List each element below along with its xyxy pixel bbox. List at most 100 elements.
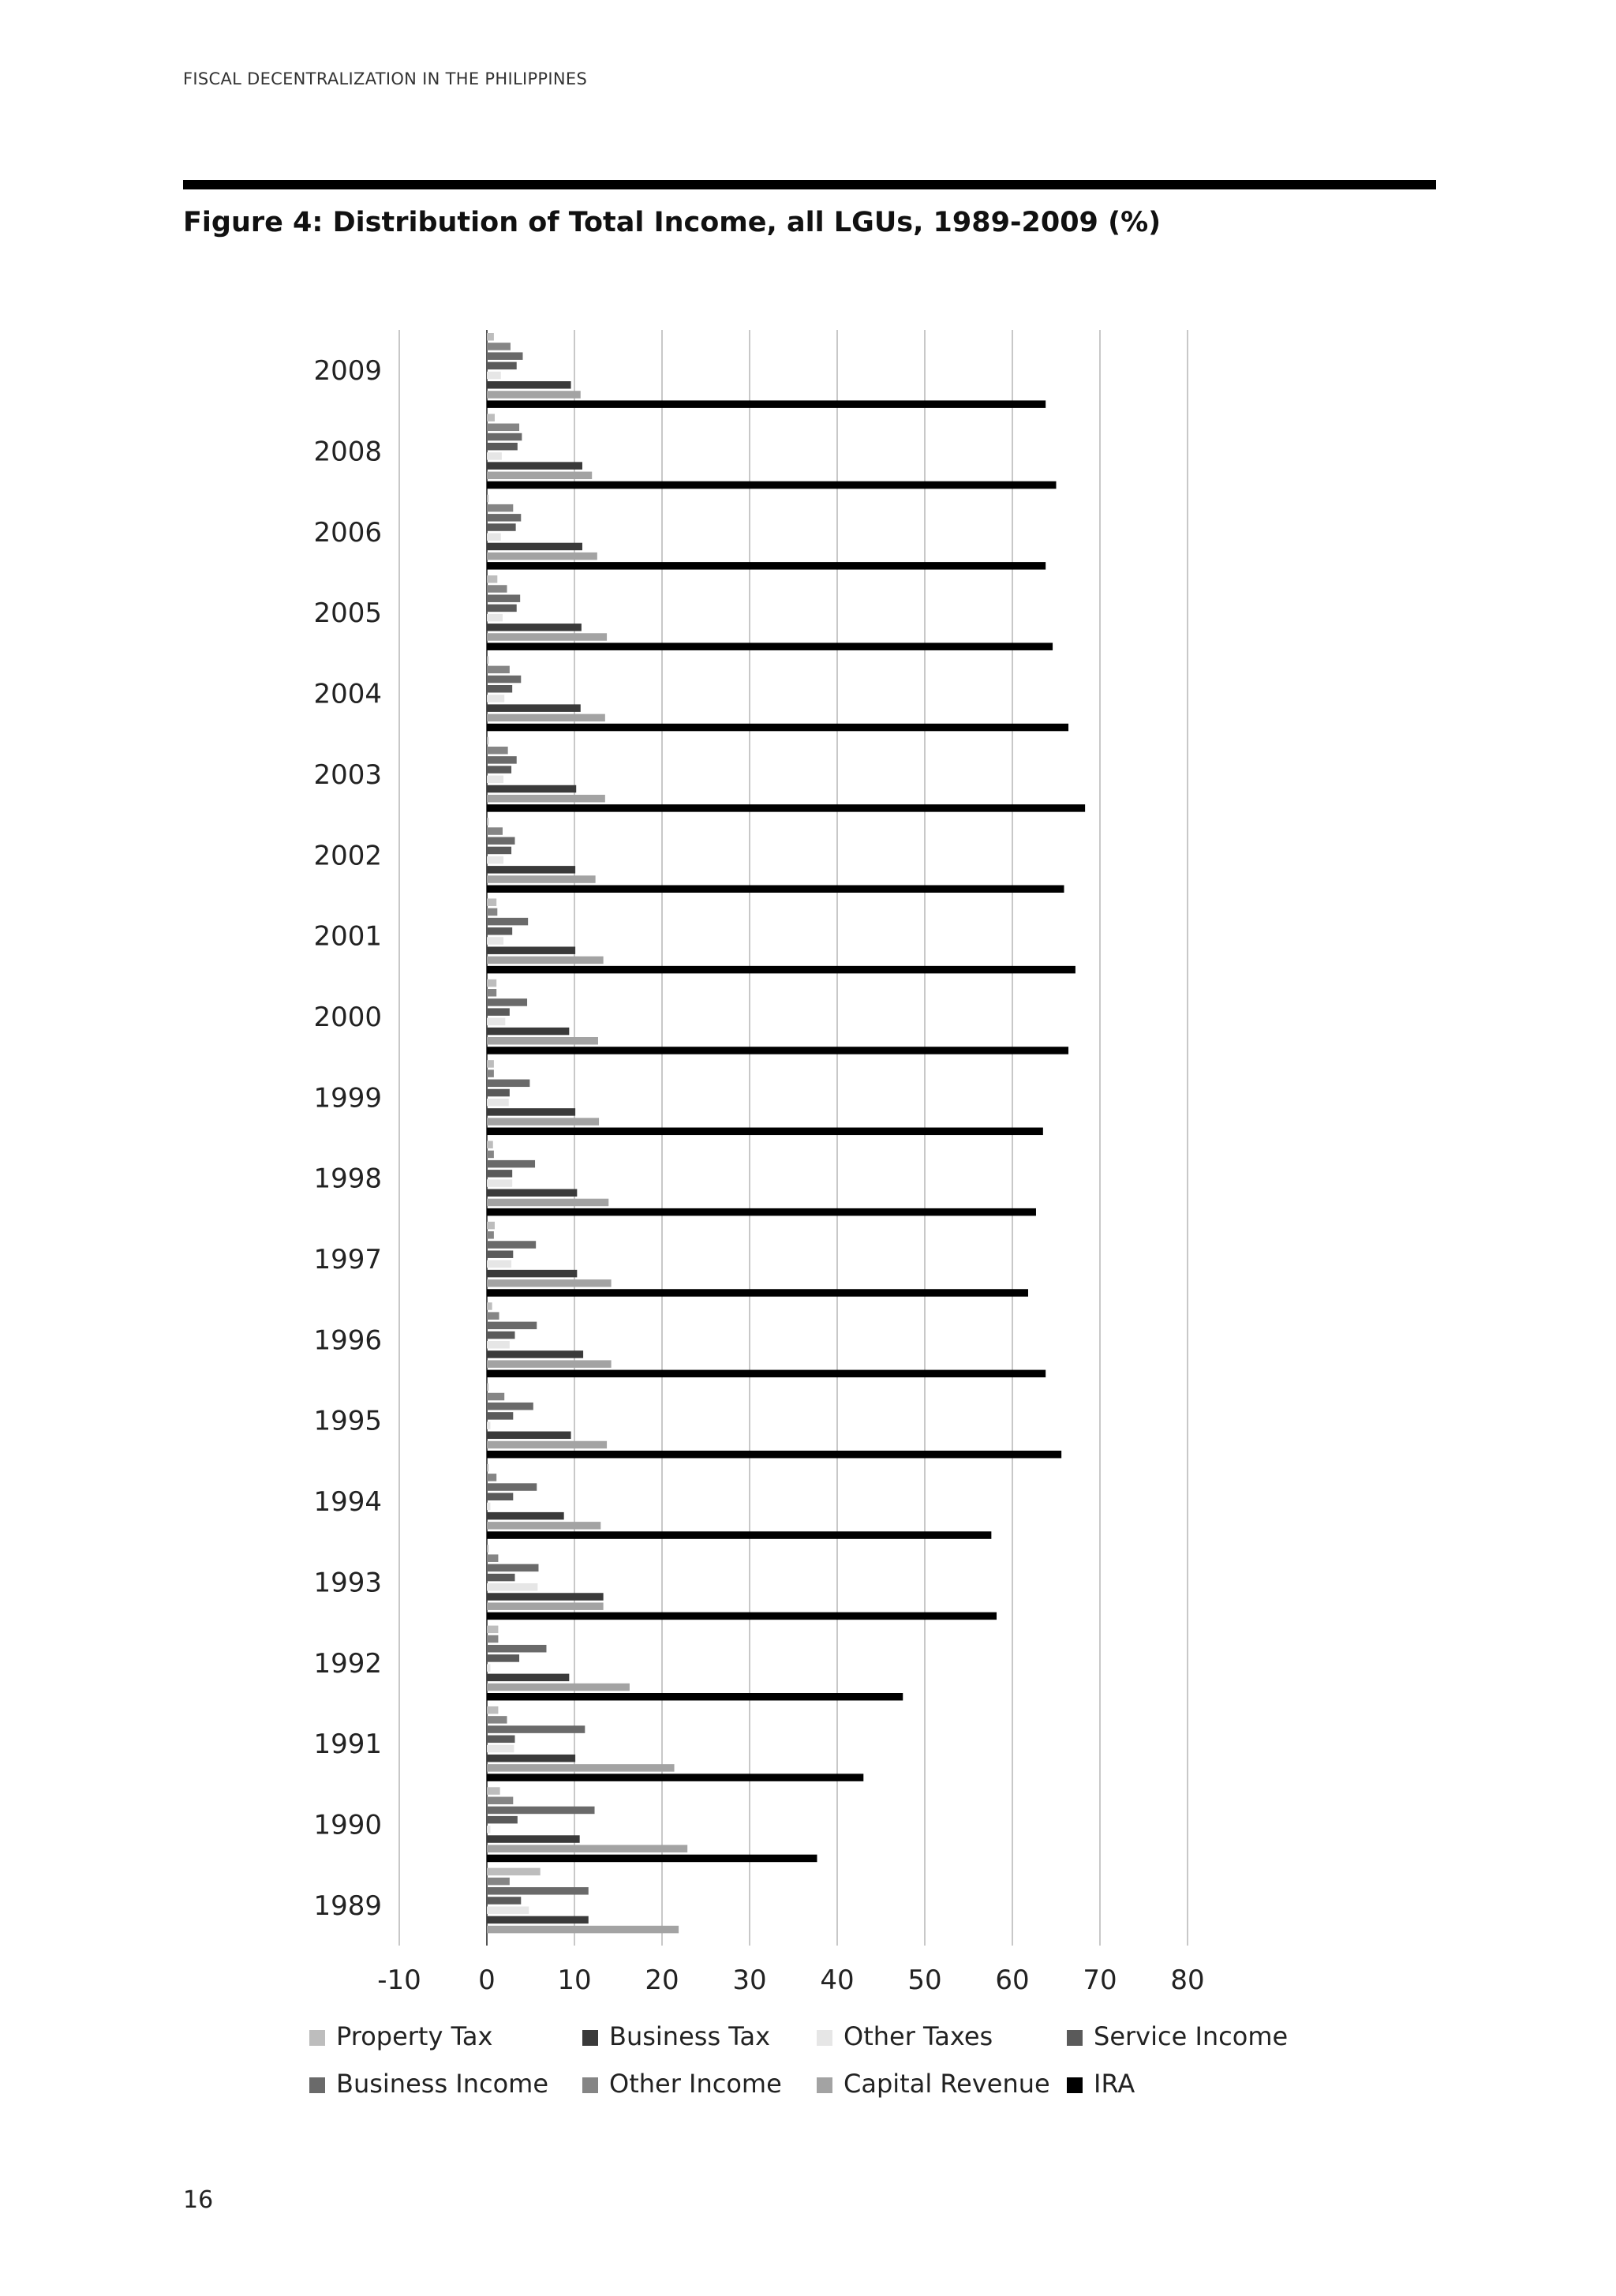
bar-other-income xyxy=(487,343,511,350)
x-tick-label: 60 xyxy=(995,1965,1029,1996)
bar-business-tax xyxy=(487,704,581,712)
bar-capital-revenue xyxy=(487,1198,609,1207)
bar-service-income xyxy=(487,1170,513,1178)
bar-other-income xyxy=(487,908,498,916)
bar-other-taxes xyxy=(487,775,504,784)
bar-other-income xyxy=(487,989,497,997)
bar-business-income xyxy=(487,1483,537,1491)
bar-other-taxes xyxy=(487,1341,510,1349)
x-tick-label: 20 xyxy=(645,1965,679,1996)
bar-business-tax xyxy=(487,462,582,470)
bar-service-income xyxy=(487,1573,515,1582)
y-category-label: 1995 xyxy=(313,1406,382,1437)
bar-ira xyxy=(487,400,1046,408)
legend-label: Business Income xyxy=(336,2069,548,2099)
bar-ira xyxy=(487,723,1069,732)
x-tick-label: 70 xyxy=(1083,1965,1117,1996)
legend-label: Capital Revenue xyxy=(844,2069,1050,2099)
bar-service-income xyxy=(487,442,518,451)
bar-business-income xyxy=(487,917,529,926)
bar-other-taxes xyxy=(487,452,502,460)
bar-business-tax xyxy=(487,1431,571,1440)
bar-business-tax xyxy=(487,785,577,793)
bar-property-tax xyxy=(487,494,489,503)
bar-other-taxes xyxy=(487,1421,491,1429)
bar-business-income xyxy=(487,594,521,602)
legend-swatch xyxy=(309,2030,325,2046)
y-category-label: 1989 xyxy=(313,1890,382,1922)
bar-business-tax xyxy=(487,946,576,954)
bar-service-income xyxy=(487,1331,515,1339)
bar-property-tax xyxy=(487,1060,494,1068)
bar-business-income xyxy=(487,1645,547,1653)
bar-ira xyxy=(487,1531,992,1539)
bar-capital-revenue xyxy=(487,633,608,641)
bar-business-income xyxy=(487,837,515,845)
legend-swatch xyxy=(817,2030,832,2046)
y-category-label: 2001 xyxy=(313,921,382,953)
bar-business-income xyxy=(487,1159,536,1168)
y-category-label: 2005 xyxy=(313,597,382,629)
x-tick-label: -10 xyxy=(377,1965,421,1996)
bar-ira xyxy=(487,965,1075,974)
bar-property-tax xyxy=(487,333,494,341)
bar-capital-revenue xyxy=(487,1925,679,1934)
bar-business-income xyxy=(487,1321,537,1330)
bar-capital-revenue xyxy=(487,471,593,480)
bar-business-income xyxy=(487,998,528,1006)
bar-business-income xyxy=(487,1887,589,1895)
bar-ira xyxy=(487,1854,817,1863)
bar-business-tax xyxy=(487,1511,564,1520)
bar-capital-revenue xyxy=(487,1118,600,1126)
bar-capital-revenue xyxy=(487,1764,675,1772)
bar-business-tax xyxy=(487,1593,604,1601)
bar-other-income xyxy=(487,1231,494,1239)
y-category-label: 1992 xyxy=(313,1648,382,1680)
bar-service-income xyxy=(487,846,512,855)
y-category-label: 2000 xyxy=(313,1002,382,1033)
bar-property-tax xyxy=(487,1463,489,1472)
bar-other-income xyxy=(487,1069,494,1077)
bar-service-income xyxy=(487,685,513,693)
bar-property-tax xyxy=(487,1867,541,1876)
bar-business-tax xyxy=(487,1754,576,1762)
legend-label: Property Tax xyxy=(336,2021,492,2051)
bar-business-tax xyxy=(487,1189,578,1197)
bar-business-tax xyxy=(487,1835,580,1843)
bar-other-income xyxy=(487,1474,497,1481)
bar-ira xyxy=(487,481,1057,489)
bar-business-tax xyxy=(487,1027,570,1036)
bar-business-income xyxy=(487,433,522,441)
bar-other-taxes xyxy=(487,937,504,945)
bar-ira xyxy=(487,1289,1028,1297)
bar-other-taxes xyxy=(487,613,503,622)
bar-business-income xyxy=(487,1402,533,1410)
bar-business-income xyxy=(487,1564,539,1572)
bar-other-income xyxy=(487,665,510,674)
bar-other-taxes xyxy=(487,1098,509,1107)
bar-ira xyxy=(487,1693,903,1701)
y-category-label: 2002 xyxy=(313,840,382,871)
bar-property-tax xyxy=(487,1141,493,1148)
bar-other-income xyxy=(487,1312,499,1320)
bar-service-income xyxy=(487,1412,514,1420)
x-tick-label: 10 xyxy=(557,1965,591,1996)
bar-service-income xyxy=(487,604,517,612)
bar-capital-revenue xyxy=(487,956,604,964)
bar-business-income xyxy=(487,1079,530,1088)
bar-property-tax xyxy=(487,656,489,664)
bar-ira xyxy=(487,1369,1046,1378)
bar-business-income xyxy=(487,352,523,360)
bar-other-income xyxy=(487,504,514,512)
bar-business-tax xyxy=(487,1916,589,1924)
y-category-label: 2008 xyxy=(313,436,382,468)
bar-business-income xyxy=(487,1725,585,1733)
bar-other-income xyxy=(487,1716,507,1724)
bar-capital-revenue xyxy=(487,1037,598,1045)
bar-property-tax xyxy=(487,1545,489,1553)
bar-ira xyxy=(487,1450,1062,1459)
x-tick-label: 0 xyxy=(478,1965,496,1996)
bar-service-income xyxy=(487,1250,514,1258)
bar-business-tax xyxy=(487,542,582,551)
